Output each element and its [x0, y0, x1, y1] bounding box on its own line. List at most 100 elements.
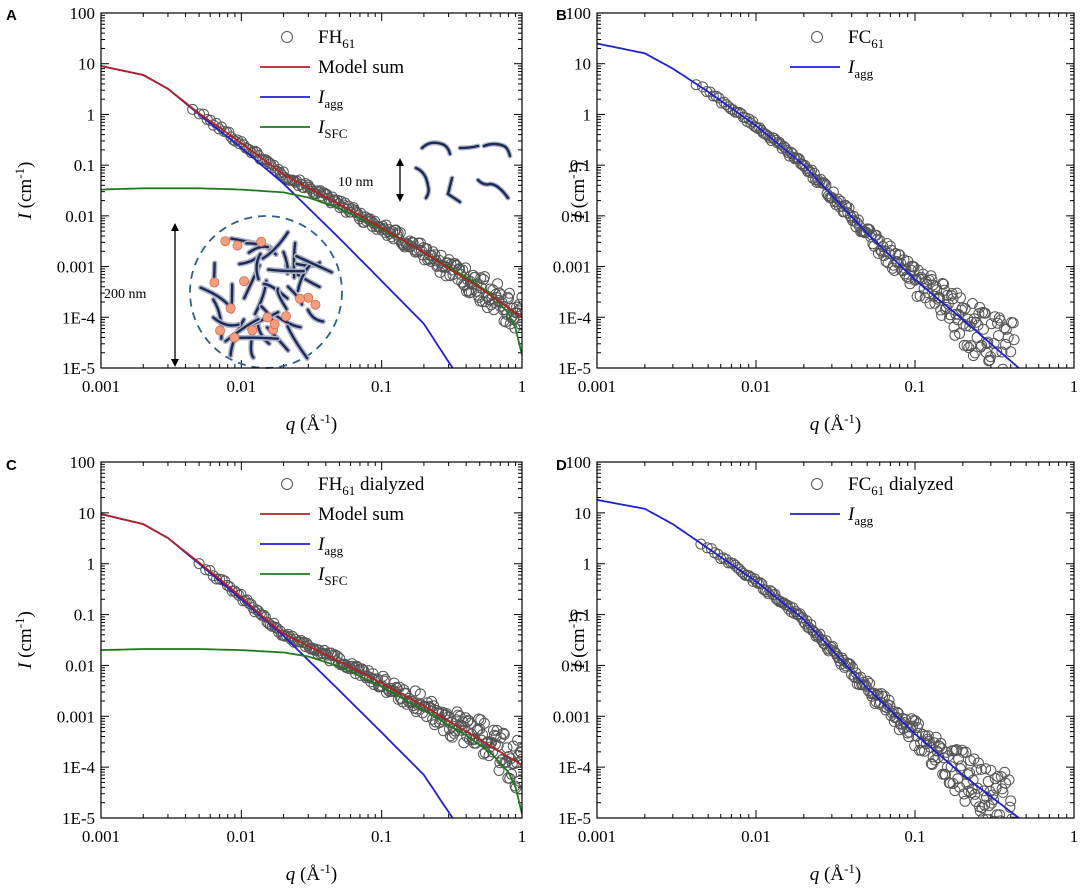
cluster-bead [262, 312, 273, 323]
axis-ticks [596, 12, 1075, 369]
data-point [756, 578, 768, 590]
data-point [1005, 346, 1017, 358]
data-point [475, 714, 487, 726]
data-point [1002, 839, 1012, 849]
y-tick-label: 100 [70, 4, 96, 23]
data-point [486, 293, 498, 305]
x-tick-label: 0.1 [371, 827, 392, 846]
data-point [980, 763, 992, 775]
data-point [913, 718, 924, 730]
y-tick-label: 0.01 [65, 207, 95, 226]
panel-letter: A [6, 7, 17, 24]
y-tick-label: 0.001 [553, 707, 591, 726]
data-point [1006, 813, 1017, 818]
cluster-bead [303, 292, 314, 303]
x-tick-label: 0.01 [226, 827, 256, 846]
y-tick-label: 10 [78, 55, 95, 74]
data-point [727, 558, 739, 569]
legend-label: FC61 dialyzed [848, 474, 954, 498]
data-point [743, 570, 755, 582]
data-point [707, 90, 719, 102]
legend-entry: FC61 dialyzed [811, 474, 954, 498]
scale-label-large: 200 nm [104, 287, 147, 302]
cluster-bead [232, 240, 243, 251]
legend-entry: FH61 dialyzed [281, 474, 425, 498]
data-point [503, 293, 514, 305]
data-point [1008, 334, 1020, 346]
data-point [922, 730, 934, 742]
data-point [999, 825, 1009, 835]
data-point [225, 131, 237, 143]
y-tick-label: 100 [70, 453, 96, 472]
data-point [204, 565, 216, 576]
data-point [960, 746, 972, 758]
data-point [1011, 817, 1017, 818]
legend-entry: FH61 [281, 27, 355, 51]
data-point [733, 563, 745, 575]
data-point [513, 775, 522, 787]
data-point [872, 247, 884, 259]
data-point [1003, 820, 1013, 830]
cluster-fiber [255, 252, 262, 281]
y-tick-label: 0.1 [570, 156, 591, 175]
x-axis-label: q (Å-1) [286, 861, 337, 885]
y-axis-label: I (cm-1) [565, 162, 589, 221]
data-point [438, 725, 449, 737]
data-point [982, 336, 994, 348]
x-tick-label: 0.01 [741, 827, 771, 846]
model-lines [101, 65, 522, 368]
cluster-bead [239, 276, 250, 287]
cluster-bead [229, 332, 240, 343]
data-point [1002, 332, 1014, 344]
legend-entry: Model sum [260, 504, 404, 525]
data-point [910, 715, 922, 727]
plot-frame [100, 461, 523, 819]
x-tick-label: 0.001 [82, 377, 120, 396]
y-tick-label: 1 [87, 105, 96, 124]
data-point [967, 350, 979, 362]
data-point [925, 758, 937, 770]
x-axis-label: q (Å-1) [286, 411, 337, 435]
cluster-bead [225, 303, 236, 314]
data-point [494, 757, 506, 769]
data-point [514, 303, 522, 315]
data-point [994, 831, 1004, 841]
x-tick-label: 0.001 [82, 827, 120, 846]
data-point [995, 815, 1006, 818]
y-tick-label: 1E-5 [558, 359, 591, 378]
data-point [977, 813, 989, 818]
data-point [488, 724, 499, 736]
cluster-bead [215, 325, 226, 336]
data-point [950, 308, 962, 320]
data-point [701, 542, 713, 554]
y-tick-label: 0.01 [561, 656, 591, 675]
y-tick-label: 0.001 [57, 707, 95, 726]
data-point [1000, 367, 1007, 368]
data-point [992, 317, 1004, 329]
data-point [514, 746, 522, 758]
data-point [814, 628, 826, 640]
cluster-fiber [212, 316, 240, 327]
data-point [976, 802, 988, 814]
legend-marker [281, 31, 293, 43]
data-point [227, 134, 239, 146]
data-point [329, 194, 341, 206]
series-line-model-sum [101, 65, 522, 319]
data-point [754, 577, 766, 589]
data-point [495, 289, 507, 301]
y-tick-label: 0.1 [570, 606, 591, 625]
data-point [999, 322, 1011, 334]
data-point [961, 340, 973, 352]
data-point [207, 570, 219, 582]
data-point [207, 119, 219, 131]
y-tick-label: 1 [583, 105, 592, 124]
data-point [200, 564, 212, 576]
data-point [764, 132, 776, 144]
y-tick-label: 1E-4 [62, 308, 96, 327]
x-tick-label: 1 [518, 377, 527, 396]
x-tick-label: 0.001 [578, 827, 616, 846]
data-point [695, 538, 707, 550]
fiber-rod [414, 166, 430, 200]
data-point [497, 727, 509, 739]
legend-marker [281, 478, 293, 490]
